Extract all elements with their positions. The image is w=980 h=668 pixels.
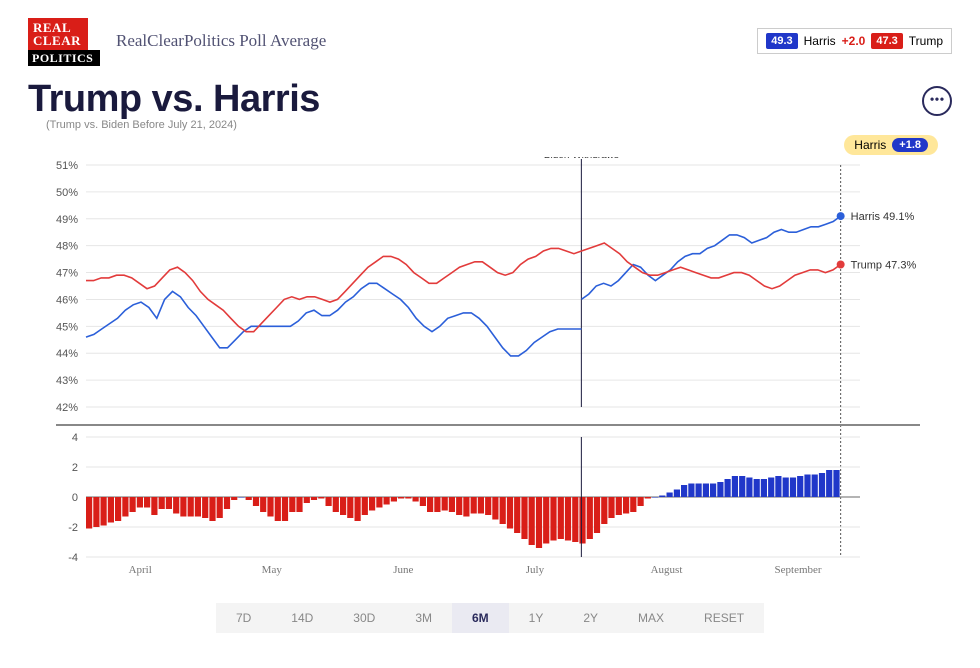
svg-text:47%: 47% xyxy=(56,268,78,280)
svg-text:August: August xyxy=(651,564,683,576)
legend-harris-chip: 49.3 xyxy=(766,33,797,49)
svg-text:Trump 47.3%: Trump 47.3% xyxy=(851,259,917,271)
leader-pill: Harris +1.8 xyxy=(844,135,938,155)
chart-area: 42%43%44%45%46%47%48%49%50%51%Jul 21, 20… xyxy=(28,157,952,597)
range-14d[interactable]: 14D xyxy=(271,603,333,633)
title-block: Trump vs. Harris (Trump vs. Biden Before… xyxy=(28,78,320,131)
pill-row: Harris +1.8 xyxy=(28,135,952,155)
header-left: REALCLEAR POLITICS RealClearPolitics Pol… xyxy=(28,18,326,64)
range-6m[interactable]: 6M xyxy=(452,603,509,633)
svg-text:4: 4 xyxy=(72,432,78,444)
range-max[interactable]: MAX xyxy=(618,603,684,633)
legend-box: 49.3 Harris +2.0 47.3 Trump xyxy=(757,28,952,54)
svg-text:48%: 48% xyxy=(56,241,78,253)
title-row: Trump vs. Harris (Trump vs. Biden Before… xyxy=(28,78,952,131)
ellipsis-icon: ••• xyxy=(930,93,945,109)
range-1y[interactable]: 1Y xyxy=(509,603,564,633)
main-title: Trump vs. Harris xyxy=(28,78,320,121)
legend-harris-label: Harris xyxy=(804,34,836,48)
range-7d[interactable]: 7D xyxy=(216,603,271,633)
svg-text:June: June xyxy=(393,564,413,576)
header: REALCLEAR POLITICS RealClearPolitics Pol… xyxy=(28,18,952,64)
chart-svg[interactable]: 42%43%44%45%46%47%48%49%50%51%Jul 21, 20… xyxy=(28,157,952,597)
svg-text:51%: 51% xyxy=(56,160,78,172)
range-2y[interactable]: 2Y xyxy=(563,603,618,633)
svg-text:July: July xyxy=(526,564,545,576)
range-reset[interactable]: RESET xyxy=(684,603,764,633)
legend-trump-chip: 47.3 xyxy=(871,33,902,49)
pill-label: Harris xyxy=(854,138,886,152)
svg-text:43%: 43% xyxy=(56,375,78,387)
site-title: RealClearPolitics Poll Average xyxy=(116,31,326,51)
legend-trump-label: Trump xyxy=(909,34,943,48)
svg-text:Harris 49.1%: Harris 49.1% xyxy=(851,211,915,223)
logo-bottom: POLITICS xyxy=(28,50,100,66)
svg-text:2: 2 xyxy=(72,462,78,474)
svg-text:46%: 46% xyxy=(56,294,78,306)
logo[interactable]: REALCLEAR POLITICS xyxy=(28,18,100,64)
logo-top: REALCLEAR xyxy=(28,18,88,50)
svg-text:45%: 45% xyxy=(56,321,78,333)
svg-text:0: 0 xyxy=(72,492,78,504)
svg-text:April: April xyxy=(129,564,152,576)
range-selector: 7D14D30D3M6M1Y2YMAXRESET xyxy=(28,603,952,633)
svg-text:44%: 44% xyxy=(56,348,78,360)
svg-text:50%: 50% xyxy=(56,187,78,199)
svg-text:September: September xyxy=(775,564,822,576)
svg-text:-2: -2 xyxy=(68,522,78,534)
range-30d[interactable]: 30D xyxy=(333,603,395,633)
svg-text:Biden Withdraws: Biden Withdraws xyxy=(544,157,619,161)
legend-lead: +2.0 xyxy=(842,34,866,48)
svg-text:42%: 42% xyxy=(56,402,78,414)
svg-text:May: May xyxy=(262,564,283,576)
pill-lead: +1.8 xyxy=(892,138,928,152)
svg-text:-4: -4 xyxy=(68,552,78,564)
svg-text:49%: 49% xyxy=(56,214,78,226)
range-3m[interactable]: 3M xyxy=(395,603,452,633)
more-button[interactable]: ••• xyxy=(922,86,952,116)
